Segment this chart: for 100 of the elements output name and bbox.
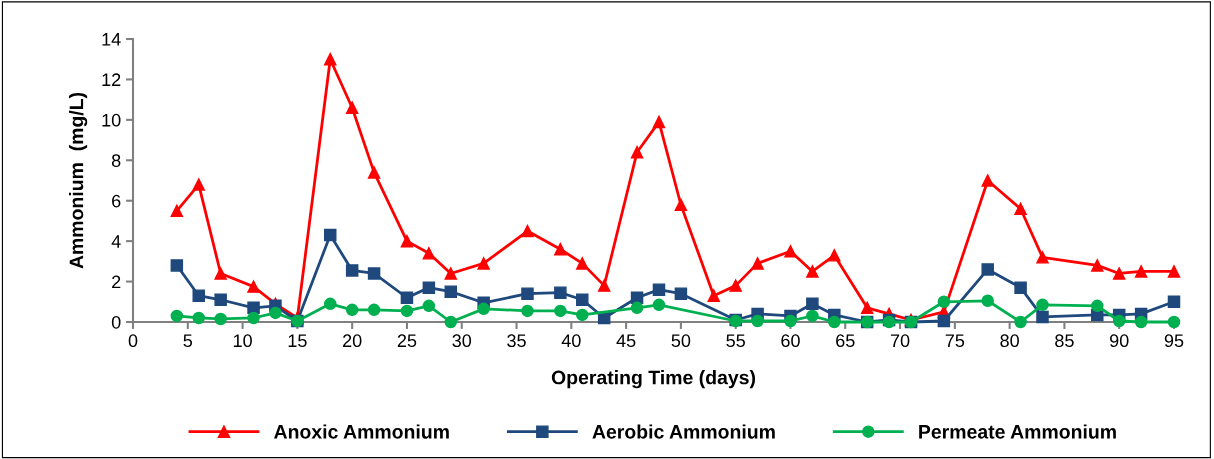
point — [751, 257, 764, 270]
x-tick-label: 40 — [561, 334, 581, 348]
point — [806, 297, 819, 311]
point — [981, 174, 994, 187]
x-tick-label: 10 — [233, 334, 252, 348]
point — [729, 279, 742, 292]
point — [860, 301, 874, 315]
point — [422, 247, 436, 260]
point — [652, 115, 666, 129]
point — [707, 289, 721, 302]
point — [1036, 310, 1049, 324]
point — [554, 304, 567, 318]
y-tick-label: 6 — [112, 194, 121, 208]
point — [214, 267, 227, 280]
point — [554, 242, 567, 256]
point — [652, 283, 666, 296]
point — [1167, 265, 1181, 278]
point — [1167, 295, 1181, 309]
point — [630, 145, 644, 159]
point — [247, 301, 260, 315]
x-tick-label: 65 — [836, 334, 855, 348]
point — [170, 259, 184, 272]
point — [674, 287, 688, 300]
point — [630, 291, 644, 304]
point — [170, 309, 184, 323]
point — [192, 311, 205, 325]
point — [784, 244, 797, 258]
point — [192, 178, 205, 191]
point — [597, 279, 611, 292]
point — [576, 308, 589, 322]
point — [444, 267, 458, 280]
point — [214, 312, 227, 326]
point — [1014, 281, 1027, 294]
point — [400, 234, 414, 248]
x-tick-label: 85 — [1055, 334, 1074, 348]
point — [1112, 267, 1126, 280]
point — [521, 304, 534, 318]
point — [1091, 299, 1104, 313]
point — [576, 293, 589, 307]
point — [345, 303, 359, 317]
point — [937, 295, 951, 309]
point — [784, 314, 797, 328]
point — [806, 309, 819, 323]
point — [323, 52, 337, 66]
point — [1036, 298, 1049, 312]
x-tick-label: 20 — [343, 334, 362, 348]
point — [367, 166, 381, 179]
point — [345, 264, 359, 277]
point — [521, 224, 534, 238]
point — [652, 298, 666, 312]
point — [247, 311, 260, 325]
x-tick-label: 55 — [726, 334, 745, 348]
point — [444, 285, 458, 298]
point — [1134, 265, 1148, 278]
x-tick-label: 90 — [1110, 334, 1129, 348]
point — [937, 314, 951, 328]
x-tick-label: 50 — [671, 334, 691, 348]
y-tick-label: 0 — [111, 315, 121, 329]
x-tick-label: 0 — [128, 334, 138, 348]
point — [1014, 202, 1027, 216]
legend-label: Aerobic Ammonium — [592, 424, 775, 439]
x-tick-label: 45 — [616, 334, 636, 348]
point — [269, 306, 282, 320]
y-tick-label: 10 — [102, 113, 121, 127]
point — [400, 304, 414, 318]
point — [1036, 251, 1049, 264]
legend-label: Anoxic Ammonium — [274, 424, 449, 439]
point — [367, 267, 381, 280]
point — [477, 257, 490, 270]
x-tick-label: 75 — [945, 334, 965, 348]
y-tick-label: 14 — [102, 33, 121, 46]
y-tick-label: 4 — [111, 235, 121, 248]
x-tick-label: 5 — [183, 334, 193, 348]
x-tick-label: 80 — [1000, 334, 1019, 348]
point — [1167, 315, 1181, 329]
point — [323, 297, 337, 311]
point — [828, 249, 841, 262]
point — [170, 204, 184, 218]
point — [576, 257, 589, 270]
point — [1014, 315, 1027, 329]
point — [422, 281, 436, 294]
y-tick-label: 12 — [102, 73, 121, 86]
point — [247, 280, 260, 293]
y-axis-title: Ammonium (mg/L) — [69, 92, 88, 269]
x-tick-label: 70 — [890, 334, 910, 348]
x-tick-label: 25 — [397, 334, 417, 348]
point — [367, 303, 381, 317]
point — [1112, 314, 1126, 328]
point — [345, 101, 359, 114]
x-tick-label: 15 — [288, 334, 307, 348]
point — [521, 287, 534, 300]
point — [422, 299, 436, 313]
point — [981, 294, 994, 308]
x-tick-label: 35 — [507, 334, 526, 348]
point — [214, 293, 227, 307]
x-tick-label: 60 — [781, 334, 800, 348]
point — [477, 302, 490, 316]
point — [554, 286, 567, 299]
point — [1134, 315, 1148, 329]
point — [981, 263, 994, 276]
